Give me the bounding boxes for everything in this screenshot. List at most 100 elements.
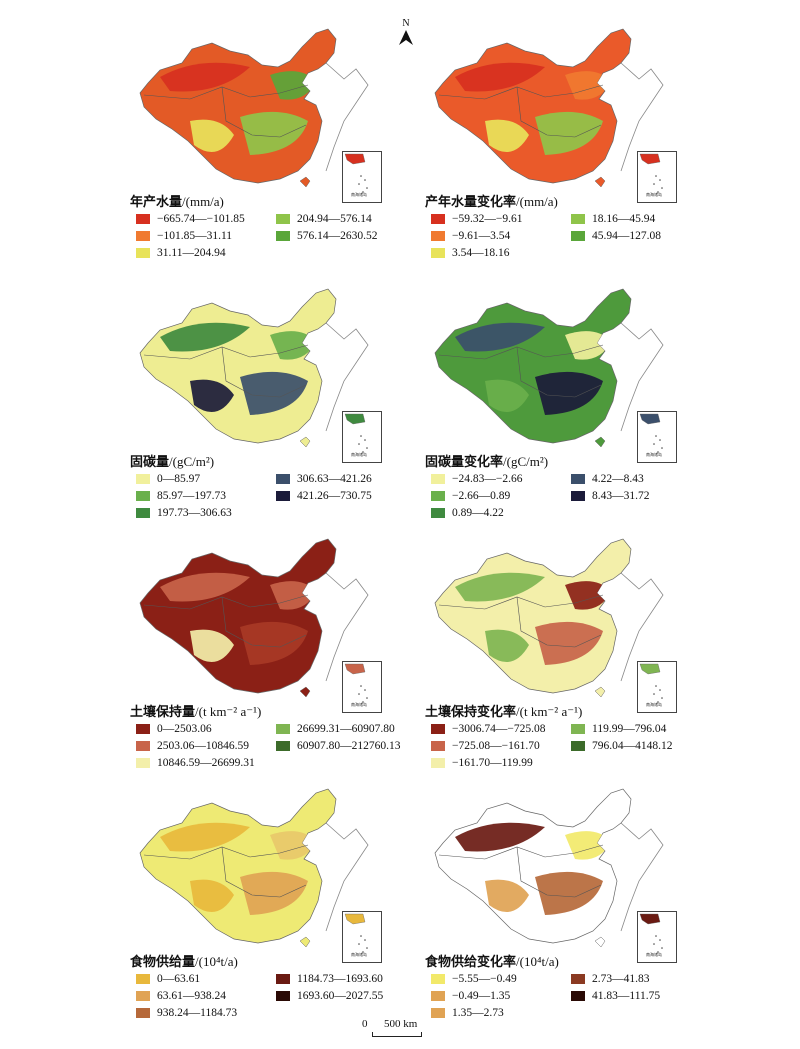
legend-label: 0—2503.06 [157,723,212,735]
legend-item: 8.43—31.72 [571,490,650,502]
legend-label: 197.73—306.63 [157,507,232,519]
legend-label: 10846.59—26699.31 [157,757,255,769]
country-fill [434,288,632,444]
legend-item: 1693.60—2027.55 [276,990,383,1002]
china-map [434,28,664,188]
country-fill [434,788,632,944]
legend-item: −24.83—−2.66 [431,473,522,485]
legend-swatch [431,974,445,984]
legend-item: 18.16—45.94 [571,213,655,225]
hainan-island [594,436,606,448]
legend-swatch [571,974,585,984]
panel-title: 固碳量变化率/(gC/m²) [425,451,548,470]
legend-swatch [136,741,150,751]
legend-label: 41.83—111.75 [592,990,661,1002]
legend-item: −3006.74—−725.08 [431,723,545,735]
hainan-island [299,176,311,188]
map-region [240,371,308,415]
panel-title-main: 固碳量 [130,454,170,469]
map-region [160,322,250,352]
legend-swatch [571,991,585,1001]
legend-label: 938.24—1184.73 [157,1007,238,1019]
region-border [221,596,307,648]
coast-outline [620,322,664,432]
panel-title-unit: /(t km⁻² a⁻¹) [195,704,262,719]
legend-swatch [136,974,150,984]
north-arrow-icon [399,30,413,45]
map-region [190,879,234,913]
panel-title: 土壤保持变化率/(t km⁻² a⁻¹) [425,701,582,720]
legend-item: 60907.80—212760.13 [276,740,401,752]
coast-outline [325,572,369,682]
china-map [139,28,369,188]
legend-label: 0—63.61 [157,973,201,985]
legend-label: 0—85.97 [157,473,201,485]
panel-title: 土壤保持量/(t km⁻² a⁻¹) [130,701,261,720]
map-region [535,111,603,155]
map-region [160,572,250,602]
legend-label: 60907.80—212760.13 [297,740,401,752]
legend-item: 3.54—18.16 [431,247,510,259]
legend-item: −665.74—−101.85 [136,213,245,225]
legend-swatch [431,491,445,501]
legend-swatch [136,724,150,734]
legend-label: 26699.31—60907.80 [297,723,395,735]
legend-item: 63.61—938.24 [136,990,226,1002]
map-region [455,322,545,352]
panel-title-unit: /(10⁴t/a) [195,954,238,969]
map-region [485,879,529,913]
legend-swatch [136,758,150,768]
map-panel: 南海诸岛 产年水量变化率/(mm/a) −59.32—−9.61 −9.61—3.54… [425,25,745,275]
map-region [535,871,603,915]
panel-title: 食物供给量/(10⁴t/a) [130,951,238,970]
region-border [143,84,309,100]
legend-swatch [431,474,445,484]
legend-label: −5.55—−0.49 [452,973,517,985]
map-region [240,871,308,915]
legend-swatch [431,214,445,224]
country-fill [139,288,337,444]
legend-item: 2503.06—10846.59 [136,740,249,752]
south-china-sea-inset: 南海诸岛 [342,911,382,963]
legend-label: 1693.60—2027.55 [297,990,384,1002]
legend-swatch [136,214,150,224]
legend-item: 796.04—4148.12 [571,740,673,752]
map-region [485,379,529,413]
legend-swatch [571,214,585,224]
legend-swatch [431,248,445,258]
map-region [160,822,250,852]
legend-swatch [571,491,585,501]
legend-label: −161.70—119.99 [452,757,533,769]
panel-title-main: 土壤保持变化率 [425,704,517,719]
legend-item: 0.89—4.22 [431,507,504,519]
legend-swatch [276,474,290,484]
scale-label: 500 km [384,1018,418,1030]
south-china-sea-inset: 南海诸岛 [637,661,677,713]
legend-item: 1184.73—1693.60 [276,973,383,985]
map-region [160,62,250,92]
legend-swatch [431,1008,445,1018]
panel-title-unit: /(t km⁻² a⁻¹) [516,704,583,719]
hainan-island [299,936,311,948]
legend-item: 26699.31—60907.80 [276,723,395,735]
country-fill [139,28,337,184]
legend-item: −101.85—31.11 [136,230,232,242]
legend-swatch [136,991,150,1001]
region-border [438,84,604,100]
legend-label: −59.32—−9.61 [452,213,523,225]
coast-outline [325,822,369,932]
panel-title: 固碳量/(gC/m²) [130,451,214,470]
legend-swatch [276,724,290,734]
panel-title-unit: /(gC/m²) [503,454,549,469]
region-border [516,596,602,648]
map-region [535,371,603,415]
legend-item: 41.83—111.75 [571,990,660,1002]
legend-swatch [276,741,290,751]
legend-swatch [431,741,445,751]
south-china-sea-inset: 南海诸岛 [637,151,677,203]
legend-item: 197.73—306.63 [136,507,232,519]
legend-swatch [276,991,290,1001]
coast-outline [325,322,369,432]
legend-swatch [136,474,150,484]
legend-label: 8.43—31.72 [592,490,650,502]
